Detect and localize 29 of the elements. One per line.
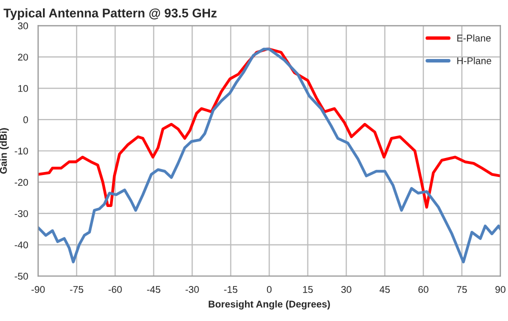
y-tick-label: 30 (18, 22, 28, 30)
chart-title: Typical Antenna Pattern @ 93.5 GHz (4, 8, 217, 20)
x-tick-label: -90 (32, 286, 45, 293)
x-tick-label: 30 (341, 286, 352, 293)
x-tick-label: -75 (70, 286, 84, 293)
y-axis-title: Gain (dBi) (0, 128, 9, 174)
x-tick-label: 0 (266, 286, 272, 293)
x-tick-label: -30 (186, 286, 199, 293)
x-tick-label: -60 (108, 286, 122, 293)
y-tick-label: 10 (18, 85, 28, 92)
x-tick-label: -45 (147, 286, 160, 293)
y-tick-label: -20 (14, 178, 28, 186)
x-axis-title: Boresight Angle (Degrees) (208, 300, 330, 310)
y-tick-label: 20 (18, 54, 28, 61)
x-tick-label: 45 (380, 286, 390, 293)
x-tick-label: -15 (224, 286, 238, 293)
legend-label: E-Plane (457, 34, 491, 42)
y-tick-label: -10 (14, 148, 28, 154)
x-tick-label: 60 (418, 286, 428, 293)
line-series (38, 48, 500, 264)
x-tick-label: 75 (456, 286, 467, 293)
x-tick-label: 15 (303, 286, 313, 293)
x-tick-label: 90 (495, 286, 506, 293)
y-tick-label: -30 (14, 210, 28, 218)
y-tick-label: 0 (23, 116, 28, 124)
y-tick-label: -40 (14, 241, 28, 248)
legend-label: H-Plane (457, 57, 492, 64)
y-tick-label: -50 (14, 272, 28, 280)
line-series (38, 48, 500, 209)
